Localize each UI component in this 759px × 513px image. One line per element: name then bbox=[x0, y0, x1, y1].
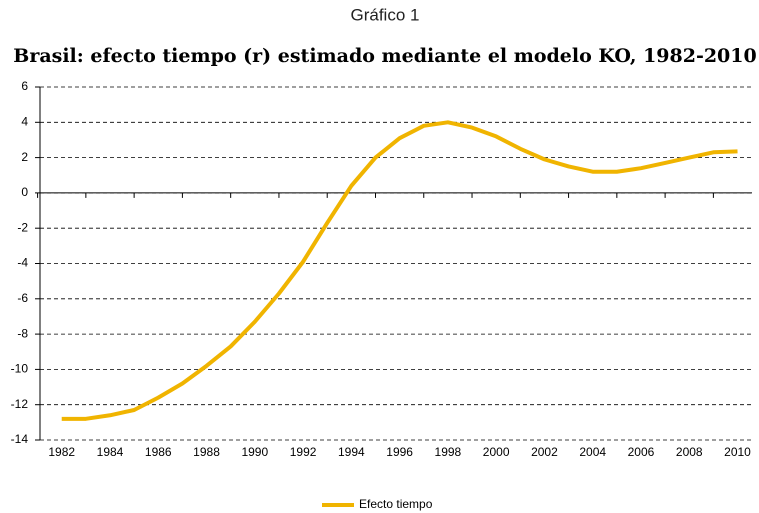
legend-label: Efecto tiempo bbox=[359, 497, 433, 511]
x-tick-label: 1984 bbox=[97, 445, 124, 459]
chart-title: Brasil: efecto tiempo (r) estimado media… bbox=[13, 45, 756, 67]
y-tick-label: 4 bbox=[21, 114, 28, 128]
y-tick-label: -8 bbox=[17, 326, 28, 340]
x-tick-label: 1996 bbox=[386, 445, 413, 459]
x-tick-label: 1986 bbox=[145, 445, 172, 459]
chart-supertitle: Gráfico 1 bbox=[351, 5, 420, 24]
y-tick-label: -14 bbox=[11, 432, 29, 446]
x-tick-label: 1998 bbox=[435, 445, 462, 459]
y-tick-label: 2 bbox=[21, 150, 28, 164]
x-tick-label: 1994 bbox=[338, 445, 365, 459]
y-tick-label: -12 bbox=[11, 397, 29, 411]
x-tick-label: 2006 bbox=[628, 445, 655, 459]
x-tick-label: 1988 bbox=[193, 445, 220, 459]
x-tick-label: 1992 bbox=[290, 445, 317, 459]
line-series bbox=[61, 120, 738, 421]
x-tick-label: 2000 bbox=[483, 445, 510, 459]
x-tick-label: 2004 bbox=[579, 445, 606, 459]
y-tick-label: 0 bbox=[21, 185, 28, 199]
x-tick-label: 2008 bbox=[676, 445, 703, 459]
x-tick-label: 2002 bbox=[531, 445, 558, 459]
x-tick-label: 1982 bbox=[48, 445, 75, 459]
x-tick-label: 1990 bbox=[241, 445, 268, 459]
y-tick-label: -2 bbox=[17, 220, 28, 234]
y-tick-label: -4 bbox=[17, 256, 28, 270]
y-tick-label: -6 bbox=[17, 291, 28, 305]
x-tick-label: 2010 bbox=[724, 445, 751, 459]
y-tick-label: 6 bbox=[21, 79, 28, 93]
y-tick-label: -10 bbox=[11, 362, 29, 376]
